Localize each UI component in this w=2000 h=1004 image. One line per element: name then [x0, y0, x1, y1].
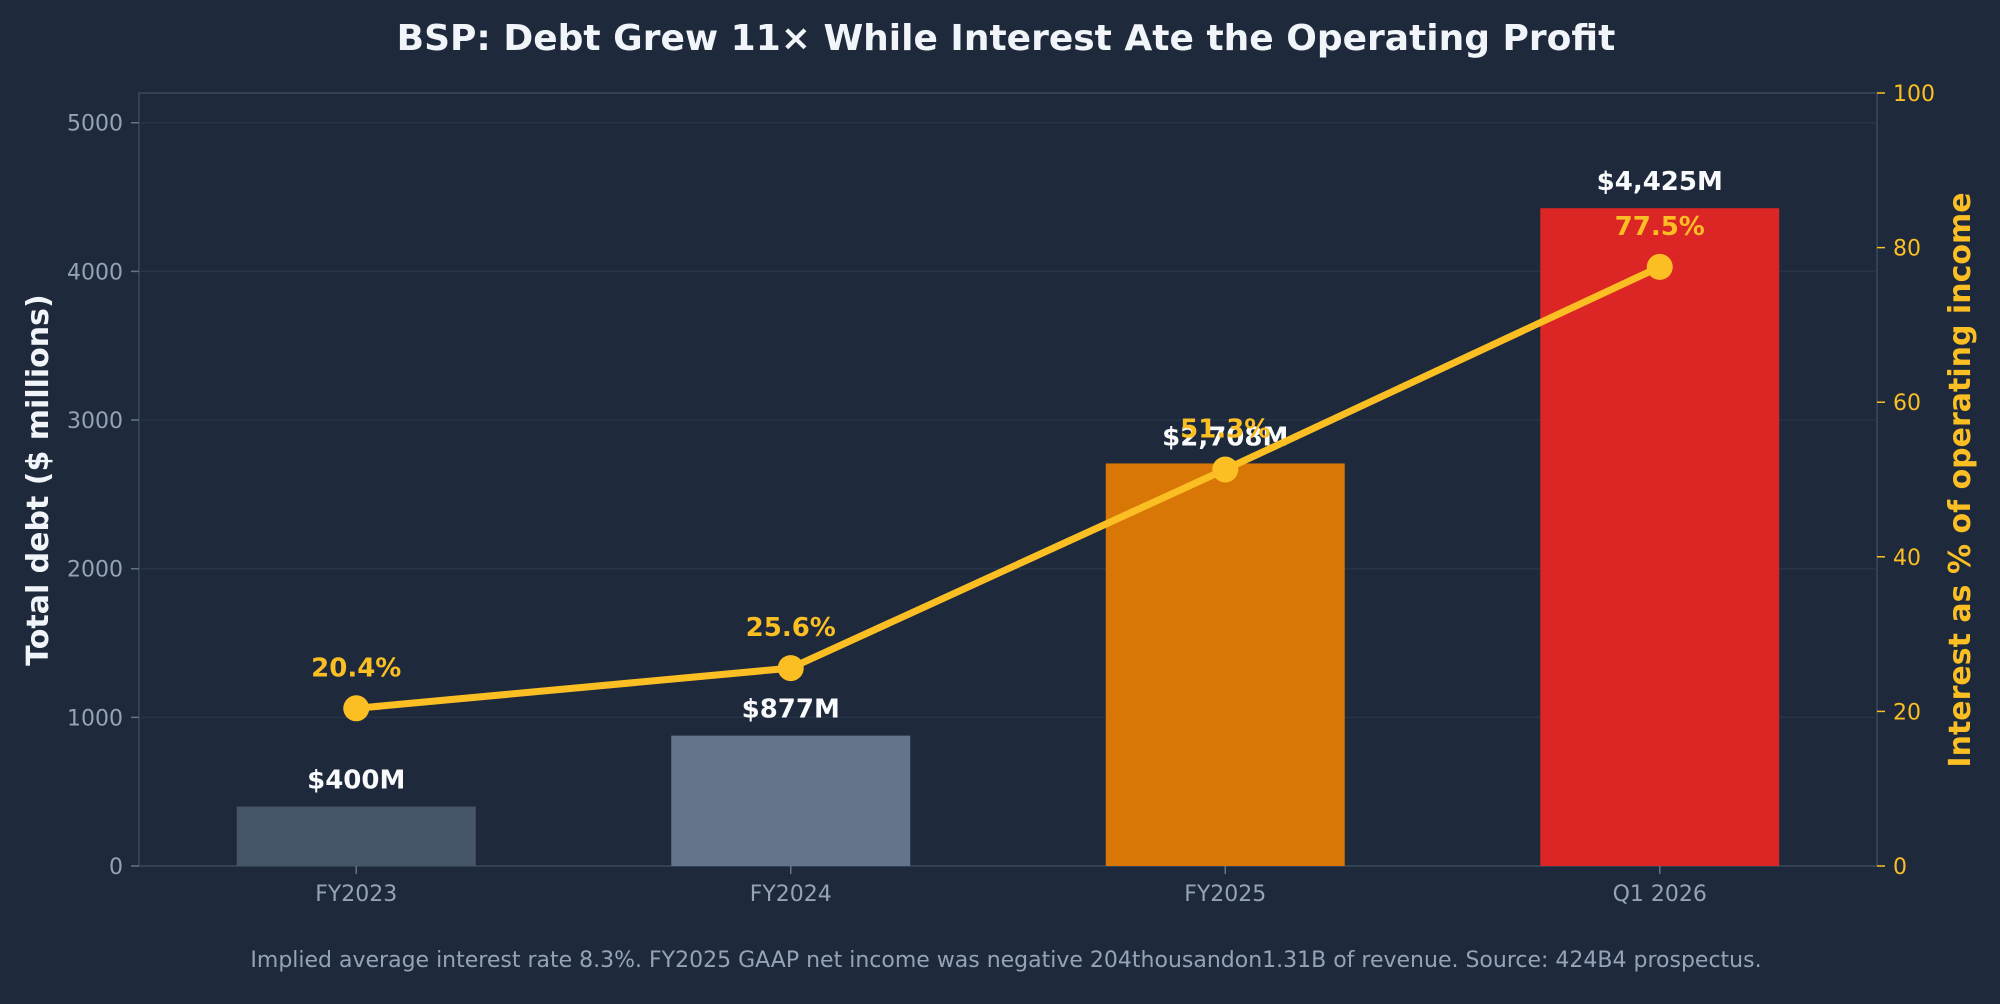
line-point — [777, 655, 804, 682]
bar-value-label: $400M — [307, 766, 405, 796]
y-axis-label-right: Interest as % of operating income — [1943, 192, 1978, 767]
y-tick-label: 5000 — [67, 112, 123, 137]
bar — [236, 806, 476, 866]
line-value-label: 51.3% — [1180, 414, 1270, 444]
y-right-tick-label: 0 — [1893, 855, 1907, 880]
y-right-tick-label: 100 — [1893, 82, 1935, 107]
bar-value-label: $877M — [742, 695, 840, 725]
y-right-tick-label: 60 — [1893, 391, 1921, 416]
line-value-label: 77.5% — [1615, 212, 1705, 242]
bar-series: $400M$877M$2,708M$4,425M — [236, 167, 1780, 866]
x-tick-label: Q1 2026 — [1613, 882, 1707, 907]
y-right-tick-label: 20 — [1893, 700, 1921, 725]
y-tick-label: 2000 — [67, 558, 123, 583]
x-tick-label: FY2025 — [1184, 882, 1266, 907]
line-value-label: 25.6% — [746, 613, 836, 643]
line-series: 20.4% 25.6% 51.3% 77.5% — [311, 212, 1705, 722]
axes: 0 1000 2000 3000 4000 5000 0 20 40 60 80 100 FY2023 F… — [67, 82, 1935, 907]
x-tick-label: FY2024 — [750, 882, 832, 907]
y-tick-label: 4000 — [67, 260, 123, 285]
line-point — [1646, 253, 1673, 280]
y-tick-label: 1000 — [67, 706, 123, 731]
line-point — [343, 695, 370, 722]
bar — [1540, 208, 1780, 866]
y-right-tick-label: 40 — [1893, 546, 1921, 571]
chart-title: BSP: Debt Grew 11× While Interest Ate th… — [397, 18, 1616, 59]
y-right-tick-label: 80 — [1893, 237, 1921, 262]
bar — [671, 735, 911, 866]
x-tick-label: FY2023 — [315, 882, 397, 907]
y-tick-label: 0 — [109, 855, 123, 880]
bar-value-label: $4,425M — [1597, 167, 1723, 197]
y-tick-label: 3000 — [67, 409, 123, 434]
interest-line — [352, 263, 1664, 712]
footer-note: Implied average interest rate 8.3%. FY20… — [250, 948, 1761, 973]
bar — [1105, 463, 1345, 866]
line-point — [1212, 456, 1239, 483]
line-value-label: 20.4% — [311, 653, 401, 683]
y-axis-label-left: Total debt ($ millions) — [21, 294, 56, 665]
